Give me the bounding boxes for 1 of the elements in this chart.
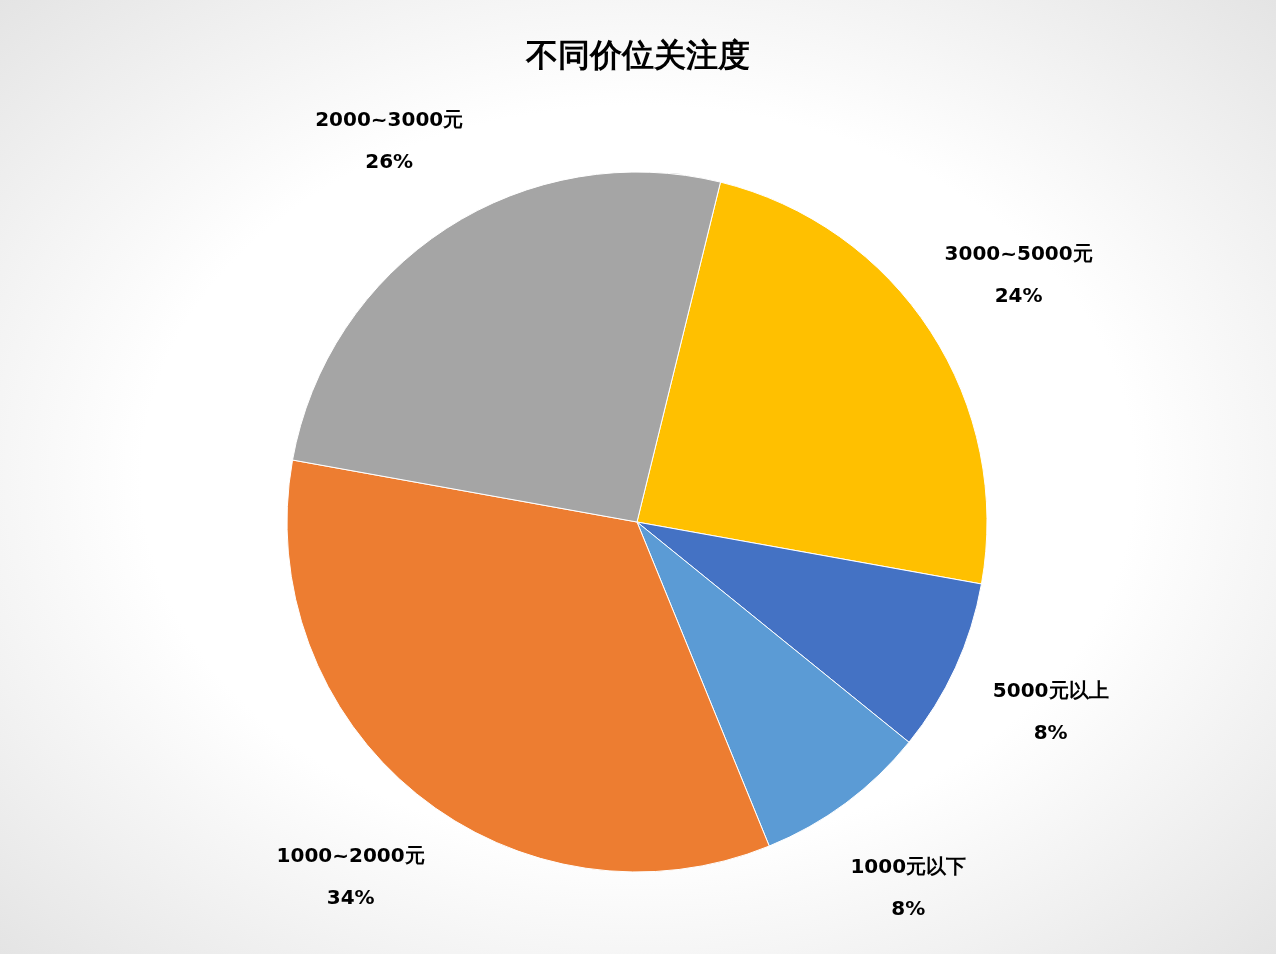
chart-title: 不同价位关注度 xyxy=(525,36,750,74)
